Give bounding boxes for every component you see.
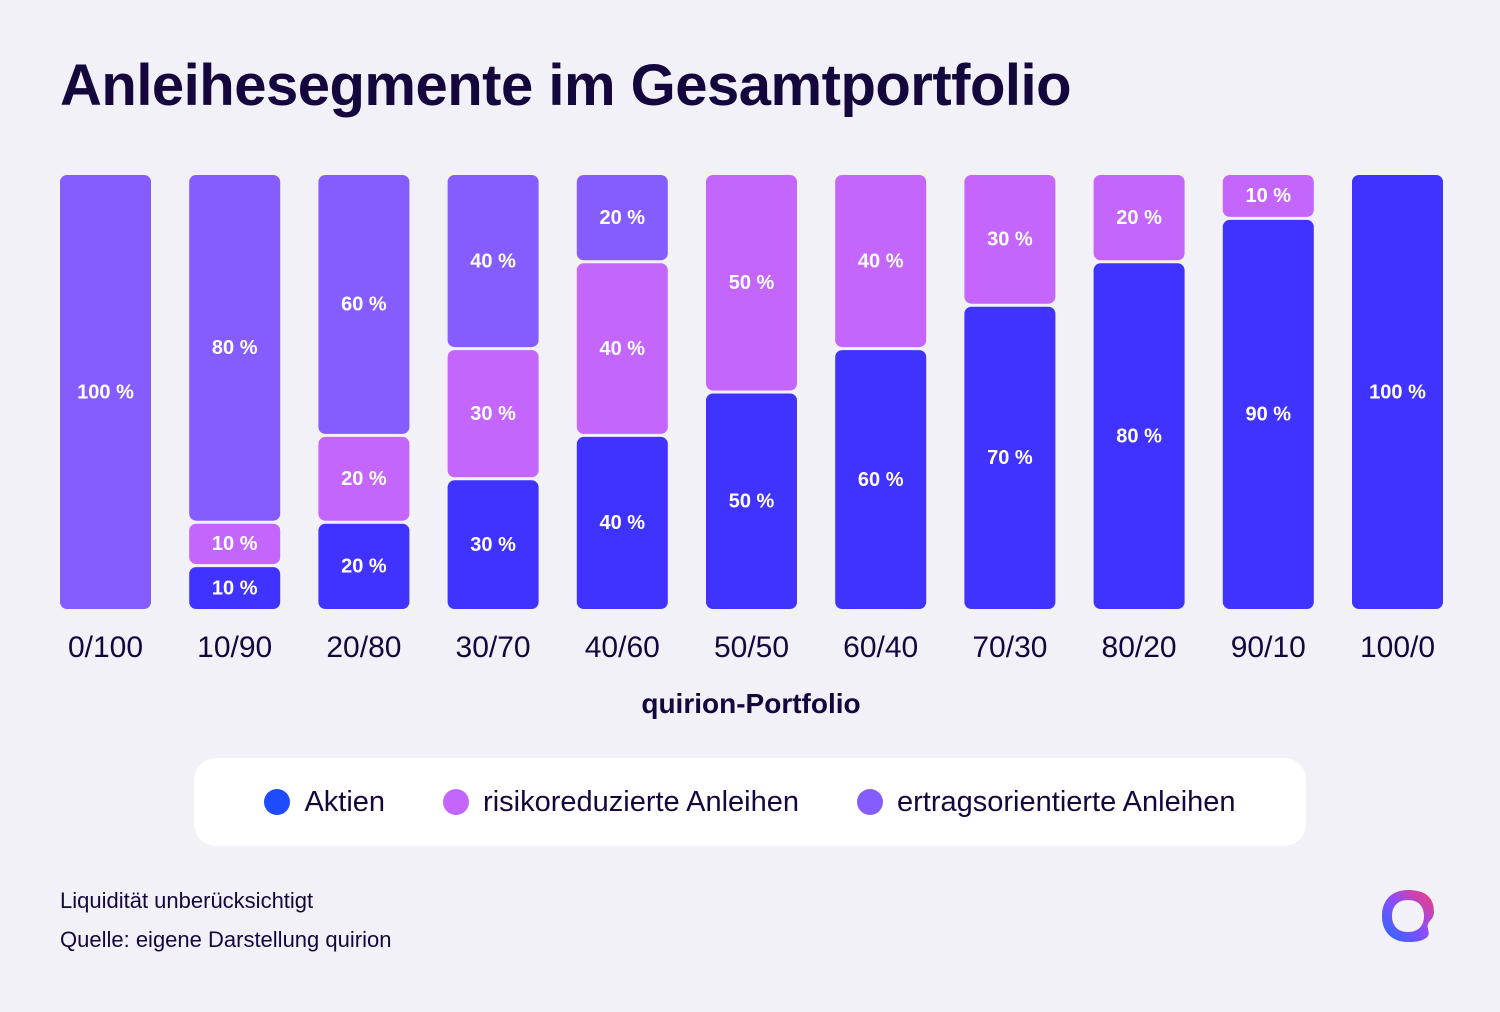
legend-dot-icon	[264, 789, 291, 815]
bar-segment	[318, 175, 410, 434]
quirion-logo-icon	[1382, 890, 1434, 942]
bar-segment	[1222, 175, 1314, 217]
bar-data-label: 10 %	[212, 577, 258, 599]
legend-item-ertragsorientierte: ertragsorientierte Anleihen	[857, 786, 1236, 819]
bar-data-label: 10 %	[212, 533, 258, 555]
bar-segment	[318, 523, 410, 609]
footnote-liquidity: Liquidität unberücksichtigt	[60, 888, 314, 913]
bar-data-label: 100 %	[77, 381, 134, 403]
bar-segment	[1093, 263, 1185, 609]
bar-segment	[1093, 175, 1185, 261]
legend-dot-icon	[857, 789, 884, 815]
bar-segment	[576, 175, 668, 261]
bar-data-label: 20 %	[600, 207, 646, 229]
x-tick-label: 90/10	[1231, 631, 1306, 664]
x-axis-title: quirion-Portfolio	[641, 688, 860, 719]
x-tick-label: 70/30	[972, 631, 1047, 664]
bar-segment	[447, 350, 539, 478]
bar-data-label: 50 %	[729, 491, 775, 513]
bar-segment	[835, 350, 927, 609]
x-tick-label: 100/0	[1360, 631, 1435, 664]
bar-segment	[1352, 175, 1443, 609]
bar-segment	[964, 306, 1056, 609]
bar-data-label: 70 %	[987, 447, 1033, 469]
bar-data-label: 40 %	[600, 512, 646, 534]
x-tick-label: 20/80	[326, 631, 401, 664]
x-tick-label: 10/90	[197, 631, 272, 664]
x-tick-label: 40/60	[585, 631, 660, 664]
bar-data-label: 40 %	[858, 250, 904, 272]
legend-item-risikoreduzierte: risikoreduzierte Anleihen	[443, 786, 799, 819]
bar-data-label: 20 %	[341, 556, 387, 578]
bar-segment	[706, 393, 797, 609]
x-tick-label: 0/100	[68, 631, 143, 664]
bar-segment	[189, 523, 281, 565]
bar-data-label: 80 %	[212, 337, 258, 359]
stacked-bar-chart: 100 % 0/100 10 % 10 % 80 % 10/90 20 % 20 % 60 % 2…	[60, 175, 1443, 719]
bar-data-label: 50 %	[729, 272, 775, 294]
legend-dot-icon	[443, 789, 470, 815]
legend-label: Aktien	[304, 785, 386, 818]
bar-segment	[60, 175, 151, 609]
footnote-source: Quelle: eigene Darstellung quirion	[60, 927, 392, 952]
bar-segment	[189, 175, 281, 521]
bar-segment	[447, 175, 539, 348]
bar-data-label: 30 %	[470, 534, 516, 556]
legend: Aktien risikoreduzierte Anleihen ertrags…	[194, 758, 1306, 846]
bar-data-label: 60 %	[341, 294, 387, 316]
x-tick-label: 60/40	[843, 631, 918, 664]
bar-data-label: 30 %	[470, 403, 516, 425]
bar-segment	[576, 436, 668, 609]
x-tick-label: 30/70	[456, 631, 531, 664]
bar-segment	[576, 263, 668, 434]
bar-segment	[964, 175, 1056, 304]
legend-label: ertragsorientierte Anleihen	[897, 785, 1236, 818]
bar-data-label: 30 %	[987, 229, 1033, 251]
bar-segment	[189, 567, 281, 609]
legend-item-aktien: Aktien	[264, 786, 385, 819]
bar-data-label: 90 %	[1246, 404, 1292, 426]
bar-data-label: 60 %	[858, 469, 904, 491]
x-tick-label: 80/20	[1102, 631, 1177, 664]
bar-data-label: 20 %	[341, 468, 387, 490]
bar-segment	[835, 175, 927, 348]
bar-data-label: 40 %	[470, 250, 516, 272]
bar-data-label: 80 %	[1116, 425, 1162, 447]
bar-segment	[1222, 219, 1314, 609]
bar-segment	[706, 175, 797, 391]
chart-title: Anleihesegmente im Gesamtportfolio	[60, 53, 1072, 118]
x-tick-label: 50/50	[714, 631, 789, 664]
bar-data-label: 40 %	[600, 338, 646, 360]
bar-segment	[447, 480, 539, 609]
bar-segment	[318, 436, 410, 521]
bar-data-label: 20 %	[1116, 207, 1162, 229]
bar-data-label: 100 %	[1369, 381, 1426, 403]
bar-data-label: 10 %	[1246, 185, 1292, 207]
legend-label: risikoreduzierte Anleihen	[483, 785, 800, 818]
